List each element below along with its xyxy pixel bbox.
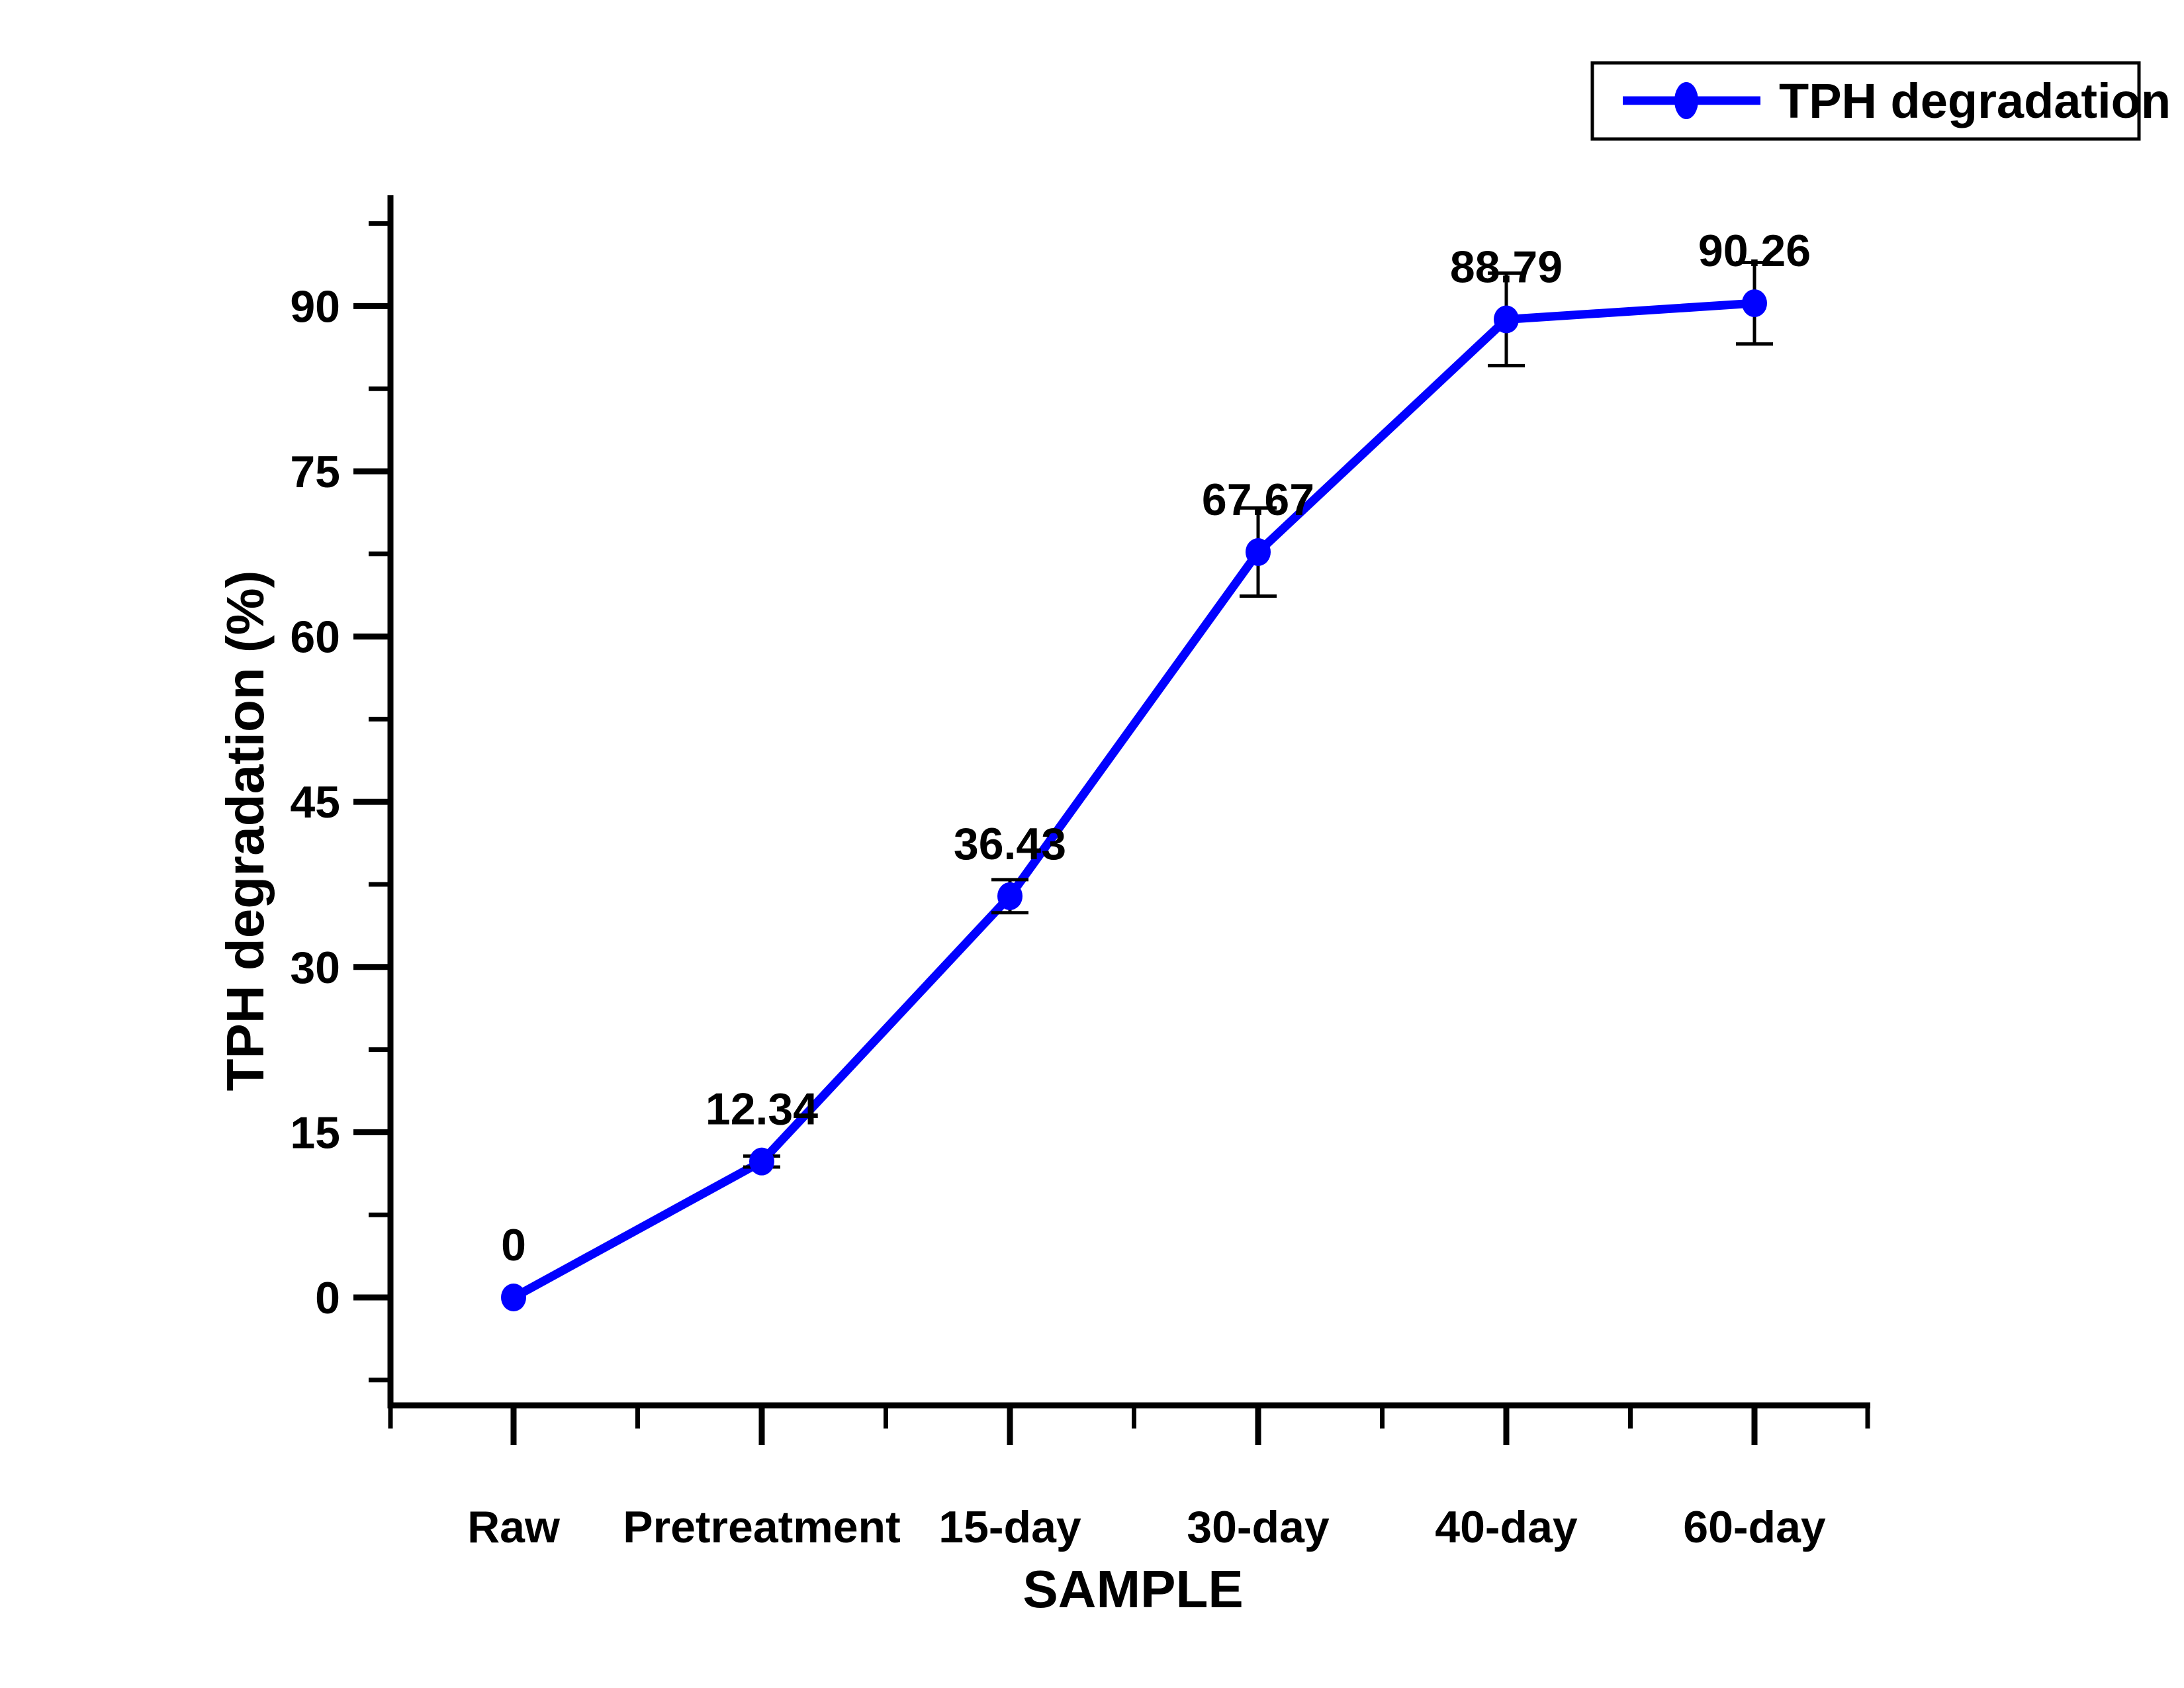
x-tick-label: Raw — [467, 1502, 561, 1552]
data-point-label: 88.79 — [1450, 242, 1563, 293]
x-tick-label: 30-day — [1187, 1502, 1330, 1552]
data-point-label: 67.67 — [1202, 475, 1314, 525]
data-point — [749, 1147, 774, 1176]
axis-tick-labels: 0 15 30 45 60 75 90 Raw Pretreatment 15-day 30-day… — [290, 281, 1826, 1552]
y-axis-title: TPH degradation (%) — [216, 571, 275, 1092]
x-tick-label: 60-day — [1683, 1502, 1826, 1552]
x-axis-title: SAMPLE — [1023, 1560, 1243, 1618]
data-line — [511, 299, 1755, 1301]
legend: TPH degradation — [1590, 61, 2171, 141]
legend-label: TPH degradation — [1779, 73, 2171, 128]
data-point-label: 12.34 — [705, 1084, 818, 1135]
y-tick-label: 75 — [290, 447, 340, 497]
data-point — [1246, 538, 1271, 566]
data-point-label: 90.26 — [1698, 226, 1811, 276]
y-tick-label: 45 — [290, 777, 340, 827]
x-tick-label: 40-day — [1435, 1502, 1578, 1552]
data-point — [997, 882, 1023, 910]
y-tick-label: 60 — [290, 612, 340, 663]
x-tick-label: 15-day — [938, 1502, 1081, 1552]
y-tick-label: 0 — [315, 1273, 340, 1323]
y-tick-label: 15 — [290, 1107, 340, 1158]
data-point — [501, 1284, 526, 1311]
x-tick-label: Pretreatment — [623, 1502, 901, 1552]
data-point — [1742, 289, 1767, 318]
data-series: 0 12.34 36.43 67.67 88.79 90.26 — [501, 226, 1811, 1311]
y-tick-label: 90 — [290, 281, 340, 332]
data-point-label: 0 — [501, 1220, 526, 1270]
y-tick-label: 30 — [290, 943, 340, 993]
data-point — [1494, 305, 1519, 334]
data-point-label: 36.43 — [954, 819, 1066, 869]
legend-marker — [1674, 82, 1698, 119]
axis-ticks — [353, 221, 1870, 1445]
